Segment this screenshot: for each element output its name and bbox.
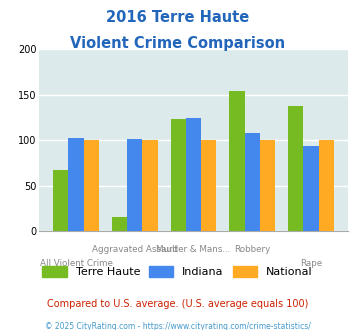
Bar bbox=[318, 140, 334, 231]
Bar bbox=[142, 140, 158, 231]
Bar bbox=[186, 117, 201, 231]
Bar bbox=[229, 91, 245, 231]
Bar bbox=[53, 170, 69, 231]
Text: Aggravated Assault: Aggravated Assault bbox=[92, 245, 178, 254]
Bar bbox=[69, 138, 84, 231]
Text: Rape: Rape bbox=[300, 259, 322, 268]
Text: © 2025 CityRating.com - https://www.cityrating.com/crime-statistics/: © 2025 CityRating.com - https://www.city… bbox=[45, 322, 310, 330]
Bar bbox=[303, 146, 318, 231]
Bar bbox=[201, 140, 217, 231]
Text: Robbery: Robbery bbox=[234, 245, 271, 254]
Bar bbox=[84, 140, 99, 231]
Bar bbox=[112, 217, 127, 231]
Text: Murder & Mans...: Murder & Mans... bbox=[156, 245, 231, 254]
Bar bbox=[245, 133, 260, 231]
Text: All Violent Crime: All Violent Crime bbox=[39, 259, 113, 268]
Legend: Terre Haute, Indiana, National: Terre Haute, Indiana, National bbox=[39, 263, 316, 281]
Bar bbox=[127, 139, 142, 231]
Text: Compared to U.S. average. (U.S. average equals 100): Compared to U.S. average. (U.S. average … bbox=[47, 299, 308, 309]
Bar bbox=[260, 140, 275, 231]
Text: Violent Crime Comparison: Violent Crime Comparison bbox=[70, 36, 285, 51]
Bar bbox=[288, 106, 303, 231]
Bar bbox=[170, 119, 186, 231]
Text: 2016 Terre Haute: 2016 Terre Haute bbox=[106, 10, 249, 25]
